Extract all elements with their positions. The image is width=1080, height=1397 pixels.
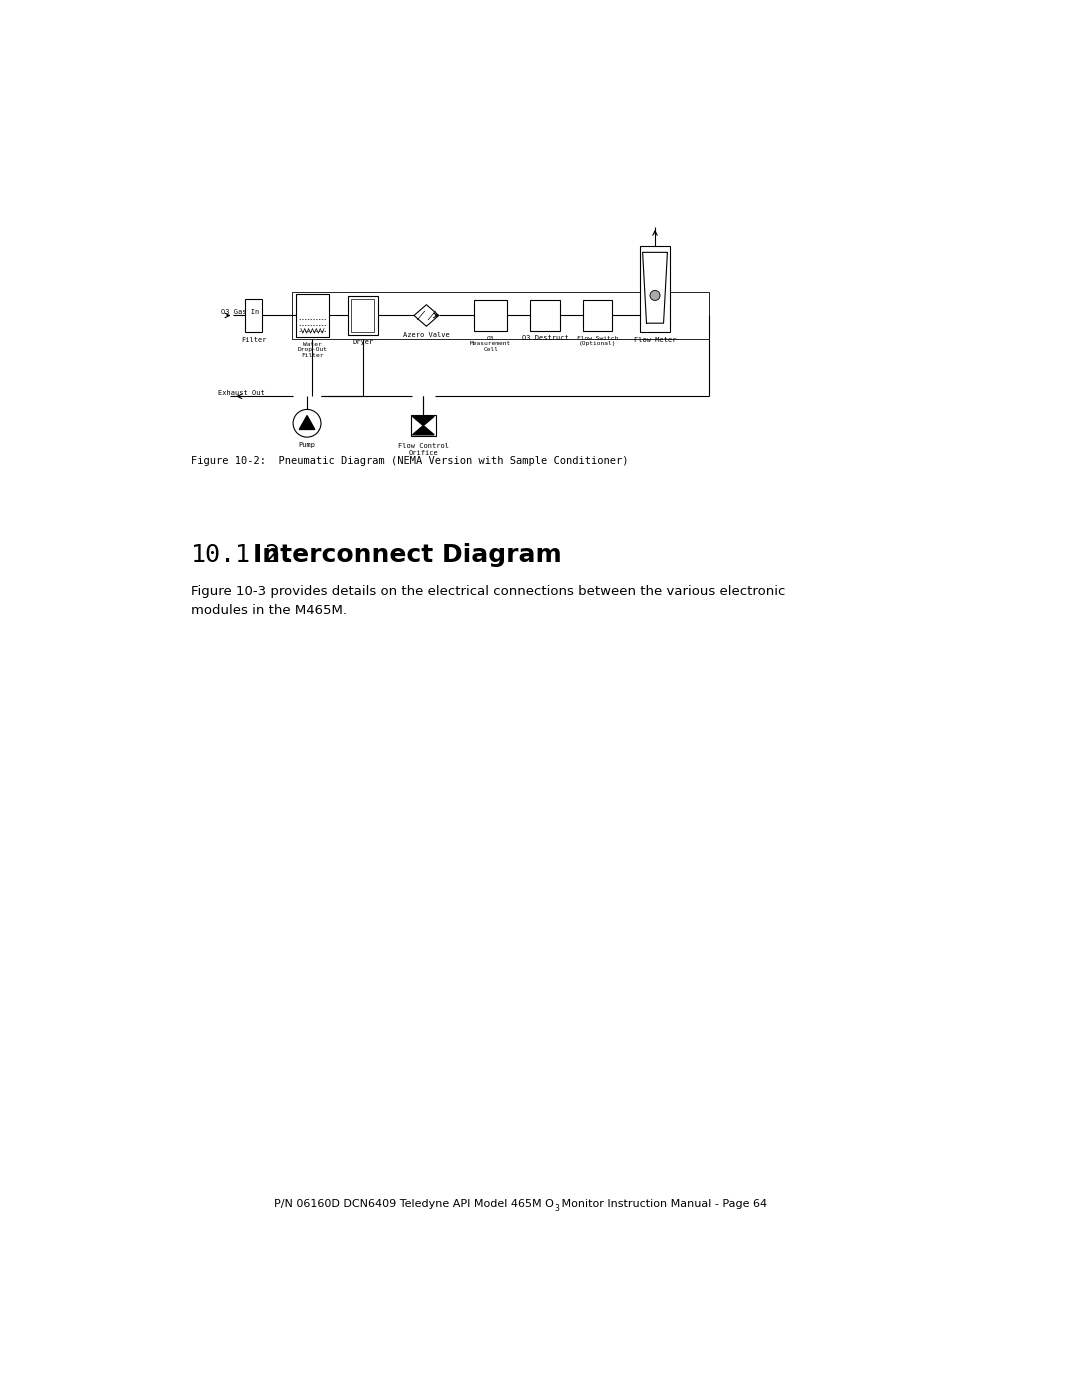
- Text: Azero Valve: Azero Valve: [403, 332, 449, 338]
- Polygon shape: [299, 415, 314, 429]
- Text: P/N 06160D DCN6409 Teledyne API Model 465M O: P/N 06160D DCN6409 Teledyne API Model 46…: [273, 1199, 554, 1208]
- Text: 10.1.2.: 10.1.2.: [191, 542, 296, 567]
- Text: O3 Destruct: O3 Destruct: [522, 335, 568, 341]
- Text: Flow Meter: Flow Meter: [634, 337, 676, 344]
- Bar: [530, 300, 559, 331]
- Text: Dryer: Dryer: [352, 339, 374, 345]
- Text: Interconnect Diagram: Interconnect Diagram: [253, 542, 562, 567]
- Bar: [348, 296, 378, 335]
- Bar: [410, 415, 435, 436]
- Text: 3: 3: [554, 1204, 559, 1214]
- Text: Filter: Filter: [241, 337, 267, 344]
- Polygon shape: [413, 416, 434, 426]
- Bar: [474, 300, 507, 331]
- Bar: [640, 246, 670, 332]
- Text: Exhaust Out: Exhaust Out: [218, 390, 265, 397]
- Text: Flow Control
Orifice: Flow Control Orifice: [397, 443, 449, 455]
- Text: O3
Measurement
Cell: O3 Measurement Cell: [470, 335, 511, 352]
- Text: Figure 10-2:  Pneumatic Diagram (NEMA Version with Sample Conditioner): Figure 10-2: Pneumatic Diagram (NEMA Ver…: [191, 457, 629, 467]
- Polygon shape: [413, 426, 434, 434]
- Circle shape: [650, 291, 660, 300]
- Text: Flow Switch
(Optional): Flow Switch (Optional): [577, 335, 619, 346]
- Bar: [293, 292, 708, 338]
- Bar: [583, 300, 612, 331]
- Text: Figure 10-3 provides details on the electrical connections between the various e: Figure 10-3 provides details on the elec…: [191, 585, 785, 617]
- Text: O3 Gas In: O3 Gas In: [221, 309, 259, 316]
- Text: Monitor Instruction Manual - Page 64: Monitor Instruction Manual - Page 64: [558, 1199, 767, 1208]
- Bar: [245, 299, 262, 332]
- Text: Pump: Pump: [298, 441, 315, 448]
- Text: Water
Drop-Out
Filter: Water Drop-Out Filter: [297, 342, 327, 358]
- Bar: [351, 299, 375, 331]
- Bar: [296, 293, 328, 337]
